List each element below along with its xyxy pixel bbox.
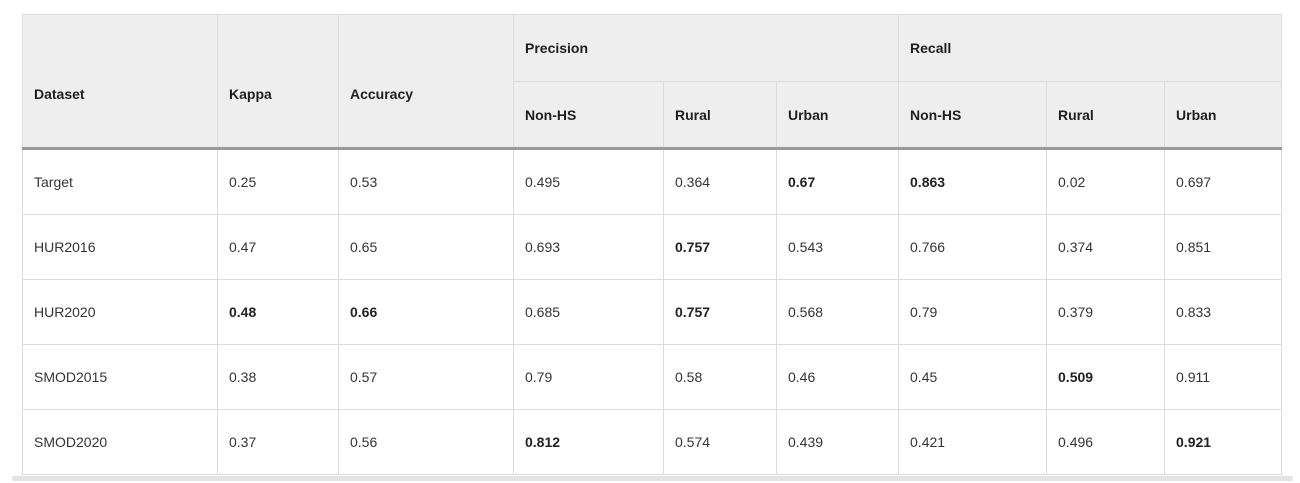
- col-header-kappa: Kappa: [217, 14, 339, 149]
- precision-urban-cell: 0.543: [775, 214, 900, 280]
- kappa-cell: 0.48: [217, 279, 339, 345]
- recall-urban-cell: 0.697: [1164, 147, 1283, 215]
- col-header-recall-rural: Rural: [1046, 81, 1166, 149]
- precision-urban-cell: 0.46: [775, 344, 900, 410]
- table-body: Target 0.25 0.53 0.495 0.364 0.67 0.863 …: [22, 147, 1283, 475]
- accuracy-cell: 0.53: [338, 147, 514, 215]
- header-row-groups: Dataset Kappa Accuracy Precision Recall: [22, 14, 1283, 149]
- accuracy-cell: 0.56: [338, 409, 514, 475]
- table-bottom-shadow: [12, 476, 1293, 481]
- recall-nonhs-cell: 0.863: [898, 147, 1048, 215]
- table-row: SMOD2015 0.38 0.57 0.79 0.58 0.46 0.45 0…: [22, 344, 1283, 410]
- recall-urban-cell: 0.911: [1164, 344, 1283, 410]
- header-row-subcolumns: Non-HS Rural Urban Non-HS Rural Urban: [23, 81, 1283, 149]
- kappa-cell: 0.47: [217, 214, 339, 280]
- accuracy-cell: 0.66: [338, 279, 514, 345]
- recall-nonhs-cell: 0.766: [898, 214, 1048, 280]
- col-header-precision-rural: Rural: [663, 81, 777, 149]
- kappa-cell: 0.38: [217, 344, 339, 410]
- recall-nonhs-cell: 0.45: [898, 344, 1048, 410]
- col-header-precision-urban: Urban: [775, 81, 900, 149]
- dataset-cell: HUR2016: [22, 214, 218, 280]
- recall-rural-cell: 0.496: [1046, 409, 1166, 475]
- recall-urban-cell: 0.921: [1164, 409, 1283, 475]
- accuracy-cell: 0.65: [338, 214, 514, 280]
- recall-rural-cell: 0.02: [1046, 147, 1166, 215]
- table-row: SMOD2020 0.37 0.56 0.812 0.574 0.439 0.4…: [22, 409, 1283, 475]
- col-header-recall-urban: Urban: [1164, 81, 1283, 149]
- precision-nonhs-cell: 0.495: [513, 147, 664, 215]
- table-row: HUR2020 0.48 0.66 0.685 0.757 0.568 0.79…: [22, 279, 1283, 345]
- precision-nonhs-cell: 0.79: [513, 344, 664, 410]
- precision-nonhs-cell: 0.685: [513, 279, 664, 345]
- metrics-table-container: Dataset Kappa Accuracy Precision Recall …: [22, 14, 1283, 475]
- precision-rural-cell: 0.58: [663, 344, 777, 410]
- recall-urban-cell: 0.851: [1164, 214, 1283, 280]
- recall-rural-cell: 0.509: [1046, 344, 1166, 410]
- dataset-cell: SMOD2015: [22, 344, 218, 410]
- col-group-recall: Recall: [898, 14, 1283, 82]
- recall-urban-cell: 0.833: [1164, 279, 1283, 345]
- table-header: Dataset Kappa Accuracy Precision Recall …: [22, 14, 1283, 149]
- precision-urban-cell: 0.439: [775, 409, 900, 475]
- precision-rural-cell: 0.757: [663, 279, 777, 345]
- dataset-cell: Target: [22, 147, 218, 215]
- dataset-cell: HUR2020: [22, 279, 218, 345]
- recall-rural-cell: 0.374: [1046, 214, 1166, 280]
- precision-urban-cell: 0.67: [775, 147, 900, 215]
- accuracy-cell: 0.57: [338, 344, 514, 410]
- col-group-precision: Precision: [512, 14, 900, 82]
- metrics-table: Dataset Kappa Accuracy Precision Recall …: [22, 14, 1283, 475]
- precision-nonhs-cell: 0.812: [513, 409, 664, 475]
- precision-rural-cell: 0.757: [663, 214, 777, 280]
- col-header-accuracy: Accuracy: [338, 14, 514, 149]
- precision-urban-cell: 0.568: [775, 279, 900, 345]
- kappa-cell: 0.25: [217, 147, 339, 215]
- precision-nonhs-cell: 0.693: [513, 214, 664, 280]
- kappa-cell: 0.37: [217, 409, 339, 475]
- table-row: Target 0.25 0.53 0.495 0.364 0.67 0.863 …: [22, 147, 1283, 215]
- precision-rural-cell: 0.364: [663, 147, 777, 215]
- recall-nonhs-cell: 0.79: [898, 279, 1048, 345]
- col-header-recall-nonhs: Non-HS: [898, 81, 1048, 149]
- table-row: HUR2016 0.47 0.65 0.693 0.757 0.543 0.76…: [22, 214, 1283, 280]
- dataset-cell: SMOD2020: [22, 409, 218, 475]
- precision-rural-cell: 0.574: [663, 409, 777, 475]
- col-header-precision-nonhs: Non-HS: [513, 81, 664, 149]
- recall-nonhs-cell: 0.421: [898, 409, 1048, 475]
- col-header-dataset: Dataset: [22, 14, 218, 149]
- recall-rural-cell: 0.379: [1046, 279, 1166, 345]
